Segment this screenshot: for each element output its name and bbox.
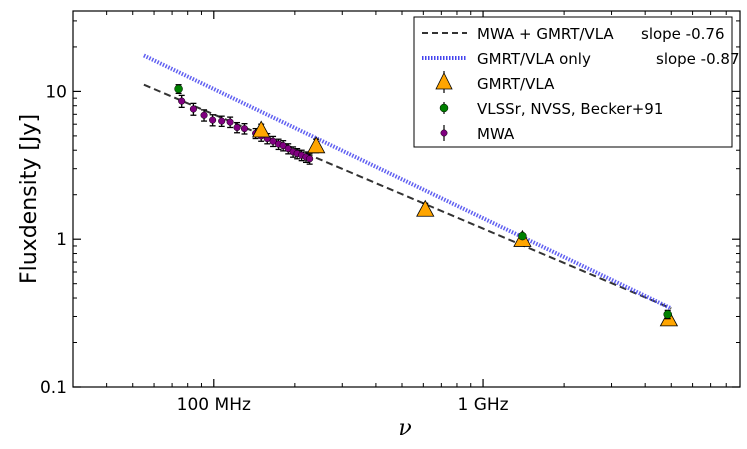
data-points bbox=[174, 84, 679, 327]
legend-series-gmrt: GMRT/VLA bbox=[477, 75, 555, 93]
legend-fit-name-mwa-gmrt: MWA + GMRT/VLA bbox=[477, 25, 614, 43]
plot-frame bbox=[72, 10, 741, 388]
fit-line-1 bbox=[143, 83, 672, 310]
x-tick-label: 100 MHz bbox=[177, 395, 251, 415]
legend-fit-slope-mwa-gmrt: slope -0.76 bbox=[641, 25, 725, 43]
mwa-point-5 bbox=[226, 118, 234, 126]
y-tick-label: 10 bbox=[45, 82, 67, 102]
mwa-point-11 bbox=[269, 137, 277, 145]
vlssr-nvss-becker-91-point-0 bbox=[174, 84, 183, 94]
legend-marker-vlssr bbox=[439, 103, 449, 113]
legend-box bbox=[413, 16, 733, 148]
x-tick-label: 1 GHz bbox=[458, 395, 509, 415]
mwa-point-1 bbox=[189, 105, 197, 113]
ticks: 100 MHz 1 GHz 0.1 1 10 bbox=[40, 11, 740, 415]
mwa-point-14 bbox=[284, 145, 292, 153]
y-tick-label: 1 bbox=[56, 230, 67, 250]
y-tick-label: 0.1 bbox=[40, 378, 67, 398]
vlssr-nvss-becker-91-point-2 bbox=[663, 310, 672, 319]
mwa-point-4 bbox=[218, 117, 226, 125]
mwa-point-7 bbox=[240, 125, 249, 133]
legend-marker-gmrt bbox=[435, 72, 453, 90]
fit-lines bbox=[143, 53, 673, 311]
legend-marker-mwa bbox=[440, 129, 448, 137]
mwa-point-3 bbox=[209, 116, 217, 124]
mwa-point-19 bbox=[306, 155, 314, 163]
mwa-point-0 bbox=[178, 97, 186, 105]
mwa-point-6 bbox=[233, 123, 241, 132]
x-axis-label: ν bbox=[398, 416, 411, 441]
legend-series-mwa: MWA bbox=[477, 125, 515, 143]
gmrt-vla-point-2 bbox=[416, 199, 435, 217]
legend-fit-name-gmrt-only: GMRT/VLA only bbox=[477, 50, 591, 68]
y-axis-label: Fluxdensity [Jy] bbox=[17, 114, 42, 284]
legend: MWA + GMRT/VLA slope -0.76 GMRT/VLA only… bbox=[413, 16, 740, 148]
gmrt-vla-point-1 bbox=[306, 136, 326, 154]
vlssr-nvss-becker-91-point-1 bbox=[518, 231, 527, 241]
gmrt-vla-point-0 bbox=[252, 120, 271, 138]
legend-fit-slope-gmrt-only: slope -0.87 bbox=[656, 50, 740, 68]
fit-line-2 bbox=[143, 53, 673, 311]
mwa-point-2 bbox=[200, 111, 208, 119]
legend-series-vlssr: VLSSr, NVSS, Becker+91 bbox=[477, 100, 663, 118]
